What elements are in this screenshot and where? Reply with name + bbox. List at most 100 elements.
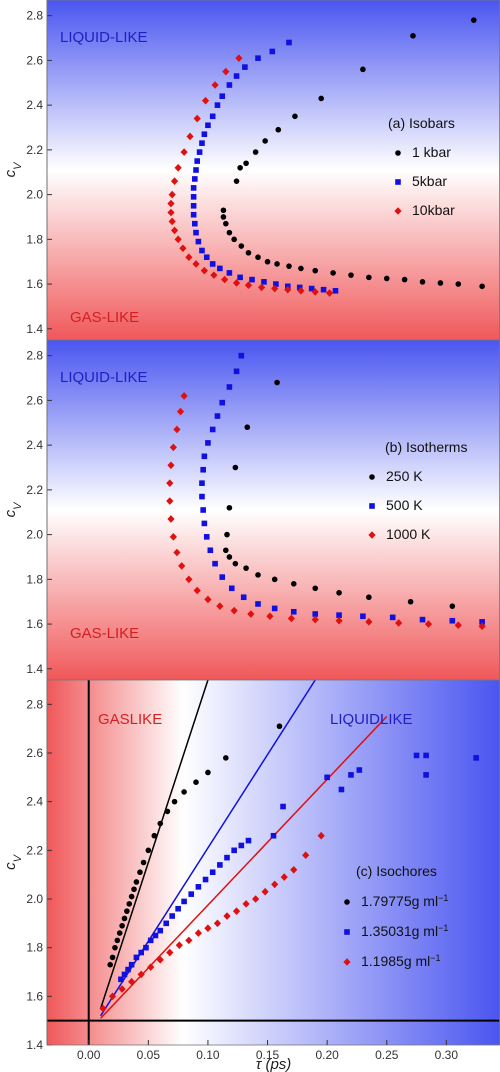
data-point-red <box>302 851 310 859</box>
x-tick-label: 0.30 <box>435 1048 459 1062</box>
legend-marker-red <box>343 958 351 966</box>
data-point-black <box>336 589 342 596</box>
data-point-red <box>147 963 155 971</box>
data-point-red <box>173 425 181 434</box>
data-point-blue <box>188 891 195 897</box>
legend-marker-black <box>369 474 375 480</box>
data-point-red <box>180 392 188 400</box>
data-point-black <box>271 576 278 583</box>
data-point-blue <box>226 384 233 390</box>
data-point-blue <box>238 842 245 849</box>
data-point-black <box>244 424 251 431</box>
data-point-blue <box>125 966 131 973</box>
data-point-red <box>287 614 295 623</box>
y-tick-label: 2.8 <box>26 9 43 23</box>
data-point-blue <box>190 202 197 209</box>
data-point-red <box>261 887 269 896</box>
data-point-red <box>166 948 174 957</box>
data-point-red <box>118 985 126 993</box>
y-axis-label-sub: V <box>12 501 24 510</box>
legend-entry-sup: −1 <box>430 953 440 963</box>
data-point-black <box>126 901 133 907</box>
data-point-blue <box>205 122 211 129</box>
data-point-black <box>131 886 137 893</box>
data-point-red <box>297 286 305 295</box>
panel-3: 1.4 1.6 1.8 2.0 2.2 2.4 2.6 2.8 cV GASLIKE LIQUIDL… <box>2 679 500 1072</box>
data-point-red <box>167 515 175 523</box>
data-point-blue <box>280 803 286 810</box>
data-point-red <box>128 977 136 986</box>
data-point-black <box>128 893 135 900</box>
data-point-black <box>318 95 324 102</box>
data-point-black <box>470 17 477 23</box>
data-point-red <box>280 873 288 881</box>
data-point-blue <box>312 611 319 617</box>
data-point-red <box>170 177 179 185</box>
data-point-red <box>174 235 182 244</box>
data-point-red <box>204 924 212 932</box>
data-point-red <box>213 919 222 928</box>
data-point-red <box>365 618 373 626</box>
data-point-black <box>419 279 426 285</box>
y-tick-label: 2.6 <box>26 746 43 760</box>
data-point-blue <box>214 413 221 419</box>
data-point-blue <box>219 93 226 99</box>
data-point-red <box>232 279 241 287</box>
panel-1: 1.4 1.6 1.8 2.0 2.2 2.4 2.6 2.8 cV LIQUID-LIKE GAS… <box>2 0 500 341</box>
y-axis-label-sub: V <box>12 161 24 170</box>
data-point-blue <box>237 274 243 281</box>
data-point-red <box>194 929 202 937</box>
data-point-red <box>271 284 279 293</box>
data-point-red <box>271 880 279 889</box>
data-point-red <box>185 575 193 584</box>
legend-entry-blue: 1.35031g ml−1 <box>361 923 448 939</box>
data-point-red <box>223 912 231 920</box>
data-point-red <box>454 621 462 629</box>
data-point-red <box>185 253 193 262</box>
data-point-blue <box>348 772 354 778</box>
data-point-blue <box>226 82 233 88</box>
legend-entry-blue: 500 K <box>386 497 423 513</box>
data-point-blue <box>336 612 342 618</box>
data-point-black <box>112 944 118 951</box>
y-tick-label: 1.6 <box>26 989 43 1003</box>
data-point-blue <box>224 854 230 861</box>
data-point-red <box>137 970 145 979</box>
legend: (c) Isochores 1.79775g ml−1 1.35031g ml−1 1… <box>343 863 448 969</box>
data-point-blue <box>270 832 277 839</box>
data-point-red <box>232 907 241 915</box>
data-point-blue <box>203 254 210 261</box>
data-point-blue <box>479 619 485 625</box>
data-point-blue <box>356 767 363 773</box>
x-axis-label: τ (ps) <box>256 1056 292 1072</box>
data-point-black <box>455 281 462 287</box>
data-point-black <box>290 581 297 587</box>
data-point-blue <box>214 102 221 108</box>
legend-title: (c) Isochores <box>356 863 437 879</box>
data-point-blue <box>296 284 303 291</box>
data-point-black <box>383 275 390 282</box>
data-point-black <box>298 265 304 272</box>
data-point-black <box>223 755 229 761</box>
data-point-blue <box>271 605 278 612</box>
data-point-blue <box>201 131 208 138</box>
data-point-blue <box>181 898 187 905</box>
data-point-black <box>119 922 125 929</box>
data-point-red <box>244 281 253 289</box>
y-tick-label: 1.4 <box>26 322 43 336</box>
data-point-black <box>151 832 158 839</box>
data-point-blue <box>217 265 223 272</box>
y-tick-label: 1.8 <box>26 232 43 246</box>
data-point-black <box>243 565 249 571</box>
data-point-black <box>116 930 123 936</box>
data-point-red <box>235 54 243 62</box>
data-point-black <box>237 164 243 171</box>
data-point-red <box>242 900 250 908</box>
data-point-red <box>247 610 255 618</box>
data-point-black <box>233 178 240 184</box>
y-tick-label: 2.2 <box>26 843 43 857</box>
data-point-blue <box>209 869 216 876</box>
legend: (a) Isobars 1 kbar 5kbar 10kbar <box>388 115 455 218</box>
data-point-black <box>245 249 252 256</box>
